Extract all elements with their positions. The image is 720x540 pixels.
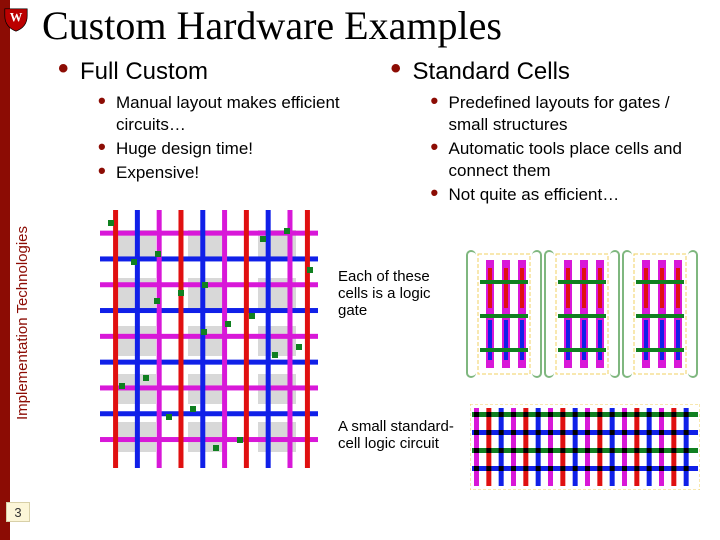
brand-stripe: [0, 0, 10, 540]
standard-cell: [548, 250, 616, 378]
list-item: •Automatic tools place cells and connect…: [431, 138, 710, 182]
right-heading: Standard Cells: [413, 58, 570, 86]
sidebar-label: Implementation Technologies: [14, 40, 31, 420]
left-column: • Full Custom •Manual layout makes effic…: [58, 58, 391, 208]
standard-cell: [626, 250, 694, 378]
left-heading: Full Custom: [80, 58, 208, 86]
standard-cell: [470, 250, 538, 378]
bullet-icon: •: [98, 92, 116, 110]
full-custom-layout: [100, 210, 318, 468]
standard-cells-row: [470, 250, 694, 378]
content-columns: • Full Custom •Manual layout makes effic…: [58, 58, 710, 208]
list-item: •Predefined layouts for gates / small st…: [431, 92, 710, 136]
right-sublist: •Predefined layouts for gates / small st…: [431, 92, 710, 206]
right-column: • Standard Cells •Predefined layouts for…: [391, 58, 710, 208]
list-item: •Manual layout makes efficient circuits…: [98, 92, 391, 136]
bullet-icon: •: [98, 162, 116, 180]
right-heading-row: • Standard Cells: [391, 58, 710, 86]
cells-caption: Each of these cells is a logic gate: [338, 268, 463, 319]
slide-number: 3: [6, 502, 30, 522]
bullet-icon: •: [391, 54, 413, 84]
slide-title: Custom Hardware Examples: [42, 2, 502, 49]
bullet-icon: •: [98, 138, 116, 156]
list-item: •Huge design time!: [98, 138, 391, 160]
bullet-icon: •: [58, 54, 80, 84]
left-sublist: •Manual layout makes efficient circuits……: [98, 92, 391, 184]
list-item: •Expensive!: [98, 162, 391, 184]
circuit-caption: A small standard-cell logic circuit: [338, 418, 458, 452]
standard-cell-circuit: [470, 404, 700, 490]
bullet-icon: •: [431, 92, 449, 110]
left-heading-row: • Full Custom: [58, 58, 391, 86]
list-item: •Not quite as efficient…: [431, 184, 710, 206]
svg-text:W: W: [10, 10, 23, 24]
bullet-icon: •: [431, 184, 449, 202]
logo-crest: W: [2, 6, 30, 34]
bullet-icon: •: [431, 138, 449, 156]
